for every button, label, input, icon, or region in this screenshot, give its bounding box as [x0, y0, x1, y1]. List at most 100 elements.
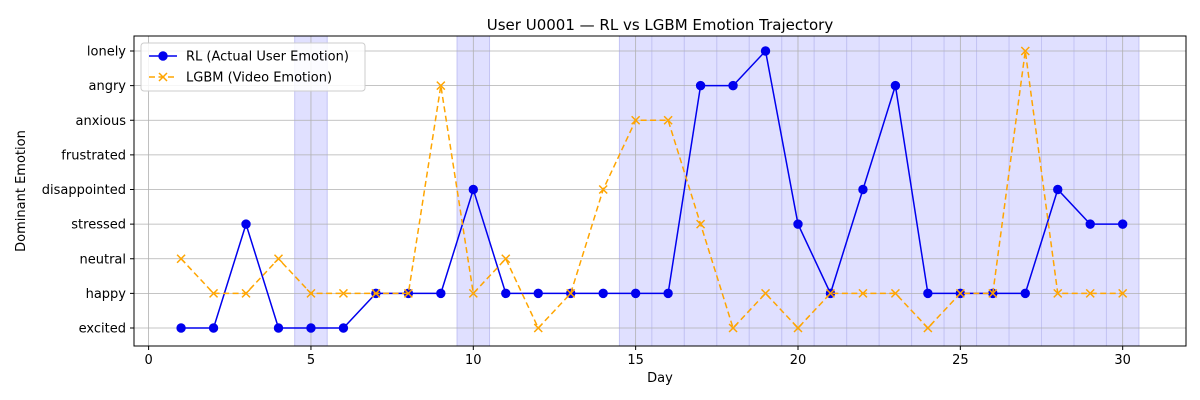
- x-marker-stroke: [890, 288, 900, 298]
- data-point: [209, 288, 219, 298]
- data-point: [566, 288, 576, 298]
- series-lines: [176, 46, 1128, 333]
- y-tick-label: happy: [86, 287, 127, 302]
- data-point: [1085, 219, 1095, 229]
- x-marker-stroke: [858, 288, 868, 298]
- x-marker-stroke: [598, 184, 608, 195]
- x-marker-stroke: [403, 288, 413, 298]
- data-point: [403, 288, 413, 298]
- x-tick-label: 15: [627, 353, 644, 368]
- y-axis-ticks: excited happy neutral stressed disappointed f…: [42, 45, 134, 337]
- shaded-band-day-24: [911, 35, 945, 347]
- data-point: [858, 288, 868, 298]
- x-marker-stroke: [696, 219, 706, 229]
- data-point: [663, 288, 673, 299]
- x-marker-stroke: [760, 288, 771, 298]
- data-point: [760, 288, 771, 298]
- x-marker-stroke: [158, 72, 168, 82]
- x-marker-stroke: [1053, 288, 1063, 298]
- x-marker-stroke: [825, 288, 835, 298]
- shaded-band-day-16: [651, 35, 685, 347]
- x-marker-stroke: [1118, 288, 1128, 298]
- y-tick-label: disappointed: [42, 183, 126, 198]
- data-point: [1053, 288, 1063, 298]
- legend-label: RL (Actual User Emotion): [186, 50, 349, 65]
- data-point: [338, 323, 349, 333]
- x-marker-stroke: [501, 254, 511, 264]
- y-tick-label: neutral: [80, 252, 127, 267]
- x-marker-stroke: [1085, 288, 1095, 298]
- legend-label: LGBM (Video Emotion): [186, 71, 332, 86]
- data-point: [501, 254, 511, 264]
- data-point: [436, 288, 446, 299]
- x-tick-label: 0: [144, 353, 152, 368]
- series-lgbm: [176, 46, 1128, 333]
- data-point: [338, 288, 348, 298]
- y-tick-label: lonely: [87, 45, 126, 60]
- data-point: [176, 323, 186, 333]
- x-marker-stroke: [306, 288, 316, 298]
- x-marker-stroke: [566, 288, 576, 298]
- data-point: [1118, 288, 1128, 298]
- data-point: [793, 323, 803, 333]
- x-marker-stroke: [468, 288, 478, 298]
- data-point: [436, 81, 446, 91]
- legend-marker: [158, 51, 168, 61]
- data-point: [728, 80, 738, 91]
- shaded-band-day-19: [748, 35, 783, 347]
- data-point: [533, 288, 543, 299]
- data-point: [208, 323, 219, 333]
- shaded-band-day-29: [1073, 35, 1107, 347]
- data-point: [825, 288, 835, 298]
- data-point: [501, 288, 511, 299]
- x-marker-stroke: [209, 288, 219, 298]
- plot-frame: [133, 35, 1187, 347]
- x-tick-label: 30: [1114, 353, 1131, 368]
- y-tick-label: excited: [79, 322, 126, 337]
- shaded-band-day-27: [1008, 35, 1043, 347]
- data-point: [371, 288, 381, 298]
- x-axis-label: Day: [647, 371, 673, 386]
- x-marker-stroke: [338, 288, 348, 298]
- legend-marker: [158, 72, 168, 82]
- data-point: [241, 219, 251, 229]
- data-point: [533, 323, 543, 333]
- x-marker-stroke: [955, 288, 965, 298]
- data-point: [695, 80, 706, 91]
- data-point: [663, 115, 673, 125]
- data-point: [598, 288, 608, 299]
- x-marker-stroke: [663, 115, 673, 125]
- x-marker-stroke: [631, 115, 641, 125]
- x-marker-stroke: [176, 254, 186, 264]
- data-point: [728, 323, 738, 333]
- data-point: [273, 254, 284, 264]
- x-marker-stroke: [923, 323, 933, 333]
- x-marker-stroke: [371, 288, 381, 298]
- data-point: [858, 184, 868, 195]
- x-marker-stroke: [1020, 46, 1030, 56]
- data-point: [760, 46, 771, 56]
- x-marker-stroke: [241, 288, 251, 298]
- legend: RL (Actual User Emotion) LGBM (Video Emot…: [140, 42, 366, 92]
- data-point: [468, 288, 478, 298]
- chart-title: User U0001 — RL vs LGBM Emotion Trajecto…: [487, 16, 834, 34]
- data-point: [988, 288, 998, 298]
- data-point: [1020, 46, 1030, 56]
- x-tick-label: 10: [465, 353, 482, 368]
- data-point: [1053, 184, 1063, 195]
- x-tick-label: 25: [952, 353, 969, 368]
- y-axis-label: Dominant Emotion: [14, 130, 29, 252]
- data-point: [890, 80, 901, 91]
- y-tick-label: frustrated: [61, 148, 126, 163]
- data-point: [176, 254, 186, 264]
- y-tick-label: angry: [89, 79, 127, 94]
- x-marker-stroke: [728, 323, 738, 333]
- shaded-band-day-21: [813, 35, 848, 347]
- data-point: [923, 288, 933, 299]
- x-tick-label: 5: [307, 353, 315, 368]
- x-axis-ticks: 0 5 10 15 20 25 30: [144, 346, 1131, 368]
- y-tick-label: anxious: [76, 114, 127, 129]
- data-point: [1085, 288, 1095, 298]
- data-point: [923, 323, 933, 333]
